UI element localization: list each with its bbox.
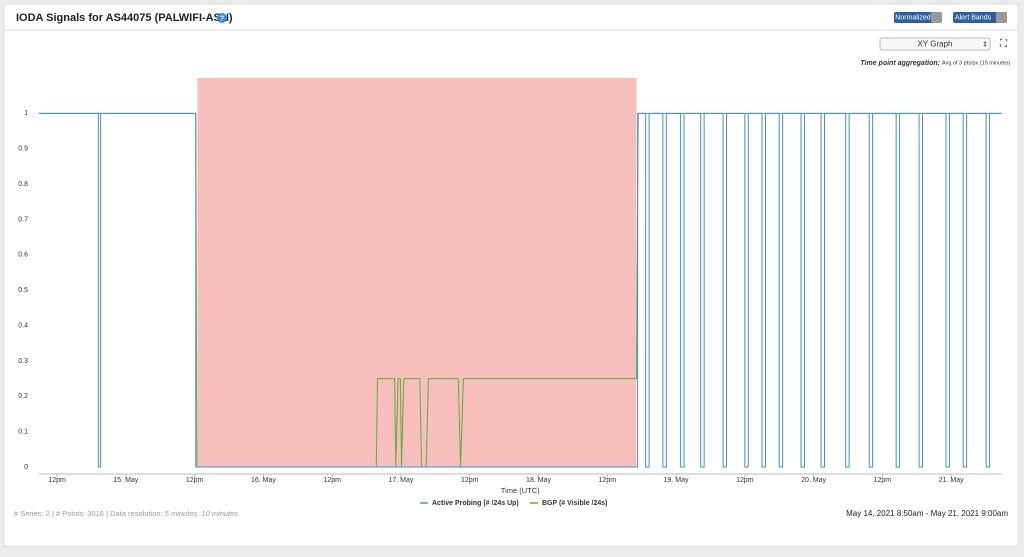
x-tick-label: 12pm — [874, 477, 892, 484]
x-tick-label: 12pm — [323, 477, 341, 484]
series-line — [38, 112, 1002, 468]
x-tick-label: 12pm — [599, 477, 617, 484]
y-tick-label: 0.1 — [18, 428, 28, 435]
footer-text: 2 — [46, 509, 50, 518]
x-axis-title: Time (UTC) — [501, 486, 540, 495]
aggregation-label: Time point aggregation: — [860, 60, 940, 67]
time-range: May 14, 2021 8:50am - May 21, 2021 9:00a… — [846, 509, 1008, 518]
y-tick-label: 0.4 — [18, 322, 28, 329]
graph-type-value: XY Graph — [918, 40, 953, 49]
x-tick-label: 21. May — [939, 477, 964, 484]
footer-text: # Series: — [14, 509, 44, 518]
x-tick-label: 17. May — [388, 477, 413, 484]
footer-text: | Data resolution: — [106, 509, 163, 518]
alert-band — [197, 78, 637, 467]
y-tick-label: 0.7 — [18, 216, 28, 223]
select-arrow: ⇕ — [982, 40, 988, 48]
x-tick-label: 12pm — [736, 477, 754, 484]
y-tick-label: 0.3 — [18, 358, 28, 365]
graph-type-select[interactable] — [879, 37, 991, 51]
toggle-knob — [931, 12, 942, 23]
x-tick-label: 20. May — [801, 477, 826, 484]
toggle-button[interactable] — [894, 12, 942, 23]
x-tick-label: 12pm — [186, 477, 204, 484]
y-tick-label: 0 — [24, 464, 28, 471]
help-icon[interactable] — [217, 13, 227, 23]
fullscreen-icon[interactable]: ⛶ — [999, 39, 1008, 50]
x-tick-label: 12pm — [461, 477, 479, 484]
y-tick-label: 1 — [24, 110, 28, 117]
x-tick-label: 16. May — [251, 477, 276, 484]
y-tick-label: 0.6 — [18, 252, 28, 259]
aggregation-value: Avg of 3 pts/px (15 minutes) — [942, 60, 1011, 66]
toggle-label: Normalized — [895, 14, 931, 21]
x-tick-label: 12pm — [48, 477, 66, 484]
toggle-knob — [996, 12, 1007, 23]
y-tick-label: 0.8 — [18, 181, 28, 188]
x-tick-label: 19. May — [664, 477, 689, 484]
footer-text: 5 minutes, 10 minutes — [165, 509, 239, 518]
header-title: IODA Signals for AS44075 (PALWIFI-ASN) — [16, 12, 233, 24]
toggle-button[interactable] — [953, 12, 1007, 23]
y-tick-label: 0.5 — [18, 287, 28, 294]
x-tick-label: 15. May — [113, 477, 138, 484]
series-line — [38, 112, 1002, 468]
footer-text: 3016 — [87, 509, 104, 518]
footer-text: | # Points: — [52, 509, 85, 518]
y-tick-label: 0.2 — [18, 393, 28, 400]
help-icon-glyph: ? — [220, 15, 224, 22]
x-tick-label: 18. May — [526, 477, 551, 484]
legend-label: Active Probing (# /24s Up) — [432, 500, 519, 507]
legend-label: BGP (# Visible /24s) — [542, 500, 608, 507]
y-tick-label: 0.9 — [18, 146, 28, 153]
toggle-label: Alert Bands — [955, 14, 992, 21]
footer-stats: # Series: 2 | # Points: 3016 | Data reso… — [14, 509, 238, 518]
